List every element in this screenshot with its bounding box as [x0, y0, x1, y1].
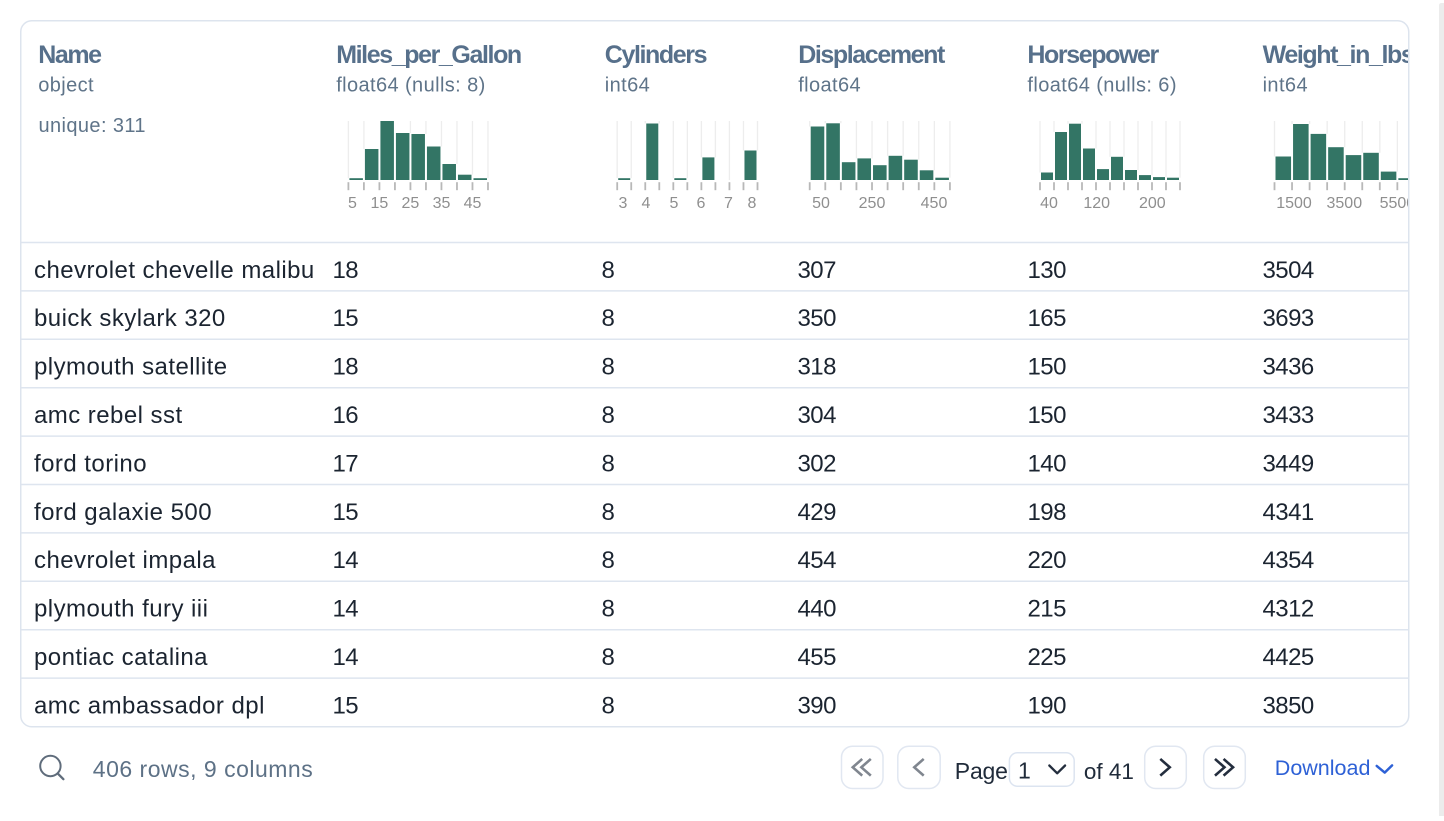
- svg-text:130: 130: [1028, 257, 1067, 284]
- svg-text:amc rebel sst: amc rebel sst: [34, 402, 183, 429]
- svg-text:Horsepower: Horsepower: [1027, 41, 1159, 69]
- svg-text:450: 450: [921, 195, 948, 212]
- svg-text:165: 165: [1028, 305, 1067, 332]
- svg-text:unique: 311: unique: 311: [39, 115, 146, 137]
- svg-text:8: 8: [602, 402, 615, 429]
- svg-text:8: 8: [602, 450, 615, 477]
- svg-text:7: 7: [724, 195, 733, 212]
- svg-text:Cylinders: Cylinders: [605, 41, 707, 69]
- svg-text:14: 14: [333, 596, 359, 623]
- svg-text:8: 8: [602, 354, 615, 381]
- svg-text:302: 302: [798, 450, 837, 477]
- svg-text:40: 40: [1040, 195, 1058, 212]
- svg-text:float64: float64: [798, 75, 861, 97]
- svg-text:120: 120: [1083, 195, 1110, 212]
- svg-text:3500: 3500: [1327, 195, 1363, 212]
- svg-text:307: 307: [798, 257, 837, 284]
- svg-text:4312: 4312: [1263, 596, 1314, 623]
- svg-text:50: 50: [812, 195, 830, 212]
- svg-text:chevrolet chevelle malibu: chevrolet chevelle malibu: [34, 257, 315, 284]
- svg-text:150: 150: [1028, 354, 1067, 381]
- svg-text:150: 150: [1028, 402, 1067, 429]
- svg-text:18: 18: [333, 354, 359, 381]
- svg-text:15: 15: [333, 305, 359, 332]
- svg-text:object: object: [38, 75, 94, 97]
- svg-text:304: 304: [798, 402, 837, 429]
- svg-text:15: 15: [371, 195, 389, 212]
- svg-text:amc ambassador dpl: amc ambassador dpl: [34, 692, 265, 719]
- svg-text:1500: 1500: [1276, 195, 1312, 212]
- svg-text:3: 3: [619, 195, 628, 212]
- svg-text:4354: 4354: [1263, 547, 1314, 574]
- svg-text:3433: 3433: [1263, 402, 1314, 429]
- svg-text:18: 18: [333, 257, 359, 284]
- svg-text:int64: int64: [1263, 75, 1308, 97]
- svg-text:1: 1: [1018, 758, 1031, 784]
- svg-text:chevrolet impala: chevrolet impala: [34, 547, 216, 574]
- svg-text:Displacement: Displacement: [798, 41, 946, 69]
- svg-text:3449: 3449: [1263, 450, 1314, 477]
- svg-text:455: 455: [798, 644, 837, 671]
- svg-text:8: 8: [602, 692, 615, 719]
- svg-text:5: 5: [670, 195, 679, 212]
- svg-text:Download: Download: [1275, 756, 1371, 780]
- svg-text:ford galaxie 500: ford galaxie 500: [34, 499, 212, 526]
- svg-text:of 41: of 41: [1084, 759, 1134, 784]
- svg-text:318: 318: [798, 354, 837, 381]
- svg-text:15: 15: [333, 692, 359, 719]
- svg-text:float64 (nulls: 6): float64 (nulls: 6): [1027, 75, 1177, 97]
- svg-text:6: 6: [697, 195, 706, 212]
- svg-text:Page: Page: [955, 758, 1008, 784]
- svg-text:198: 198: [1028, 499, 1067, 526]
- svg-text:225: 225: [1028, 644, 1067, 671]
- svg-text:ford torino: ford torino: [34, 450, 147, 477]
- svg-text:454: 454: [798, 547, 837, 574]
- svg-text:200: 200: [1139, 195, 1166, 212]
- svg-text:5: 5: [348, 195, 357, 212]
- svg-text:Weight_in_lbs: Weight_in_lbs: [1263, 41, 1414, 69]
- svg-text:8: 8: [602, 257, 615, 284]
- svg-text:406 rows, 9 columns: 406 rows, 9 columns: [93, 756, 313, 782]
- svg-text:int64: int64: [605, 75, 650, 97]
- svg-text:3436: 3436: [1263, 354, 1314, 381]
- svg-text:plymouth fury iii: plymouth fury iii: [34, 596, 208, 623]
- svg-text:440: 440: [798, 596, 837, 623]
- svg-text:8: 8: [748, 195, 757, 212]
- svg-text:buick skylark 320: buick skylark 320: [34, 305, 226, 332]
- svg-text:4341: 4341: [1263, 499, 1314, 526]
- svg-text:3850: 3850: [1263, 692, 1314, 719]
- svg-text:pontiac catalina: pontiac catalina: [34, 644, 208, 671]
- svg-text:4425: 4425: [1263, 644, 1314, 671]
- svg-text:15: 15: [333, 499, 359, 526]
- svg-text:Miles_per_Gallon: Miles_per_Gallon: [336, 41, 521, 69]
- svg-text:3693: 3693: [1263, 305, 1314, 332]
- svg-text:8: 8: [602, 547, 615, 574]
- svg-text:14: 14: [333, 547, 359, 574]
- svg-text:8: 8: [602, 596, 615, 623]
- svg-text:5500: 5500: [1380, 195, 1416, 212]
- svg-text:float64 (nulls: 8): float64 (nulls: 8): [336, 75, 486, 97]
- svg-text:390: 390: [798, 692, 837, 719]
- svg-text:140: 140: [1028, 450, 1067, 477]
- svg-text:8: 8: [602, 499, 615, 526]
- svg-text:215: 215: [1028, 596, 1067, 623]
- svg-text:220: 220: [1028, 547, 1067, 574]
- svg-text:8: 8: [602, 644, 615, 671]
- svg-text:350: 350: [798, 305, 837, 332]
- svg-text:16: 16: [333, 402, 359, 429]
- svg-text:8: 8: [602, 305, 615, 332]
- svg-text:429: 429: [798, 499, 837, 526]
- svg-text:17: 17: [333, 450, 359, 477]
- svg-text:35: 35: [433, 195, 451, 212]
- svg-text:Name: Name: [38, 41, 102, 69]
- svg-text:190: 190: [1028, 692, 1067, 719]
- svg-text:25: 25: [402, 195, 420, 212]
- svg-text:45: 45: [464, 195, 482, 212]
- svg-text:3504: 3504: [1263, 257, 1314, 284]
- svg-text:plymouth satellite: plymouth satellite: [34, 354, 228, 381]
- svg-text:250: 250: [859, 195, 886, 212]
- svg-text:14: 14: [333, 644, 359, 671]
- svg-text:4: 4: [642, 195, 651, 212]
